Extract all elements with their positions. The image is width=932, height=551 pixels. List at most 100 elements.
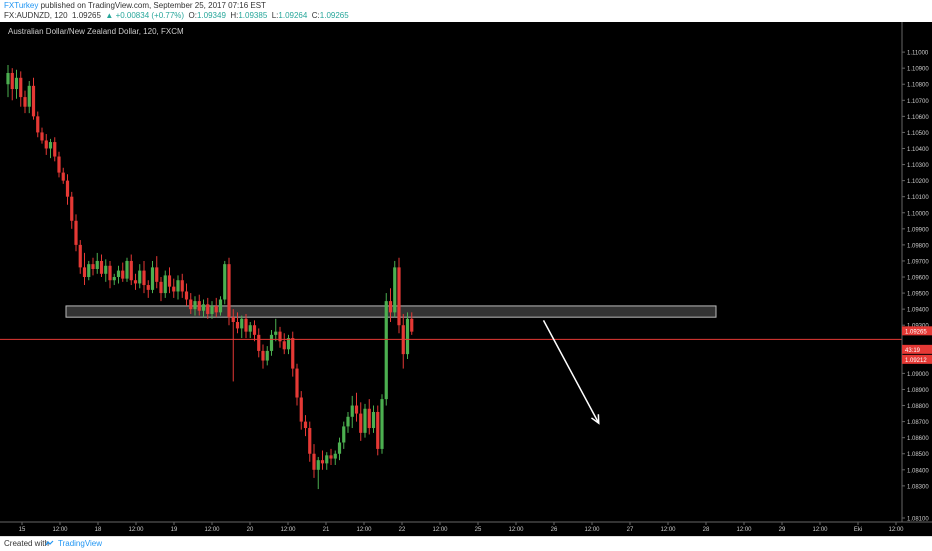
y-tick-label: 1.09900 bbox=[907, 227, 929, 233]
candle-body bbox=[44, 140, 48, 149]
tradingview-logo-icon bbox=[45, 540, 54, 546]
candle-body bbox=[405, 318, 410, 355]
y-tick-label: 1.09800 bbox=[907, 243, 929, 249]
candle-body bbox=[95, 260, 99, 269]
open-label: O: bbox=[188, 11, 197, 20]
x-tick-label: 12:00 bbox=[736, 527, 752, 533]
candle-body bbox=[410, 318, 414, 332]
x-tick-label: 12:00 bbox=[888, 527, 904, 533]
candle-body bbox=[104, 265, 108, 274]
high-label: H: bbox=[230, 11, 239, 20]
x-tick-label: 27 bbox=[627, 527, 634, 533]
symbol-line: FX:AUDNZD, 120 1.09265 ▲ +0.00834 (+0.77… bbox=[4, 11, 349, 20]
x-tick-label: 15 bbox=[19, 527, 26, 533]
candle-body bbox=[31, 85, 36, 117]
candle-body bbox=[6, 72, 10, 85]
candle-body bbox=[112, 277, 116, 281]
y-tick-label: 1.10800 bbox=[907, 83, 929, 89]
candle-body bbox=[265, 350, 269, 361]
y-tick-label: 1.09000 bbox=[907, 372, 929, 378]
candle-body bbox=[240, 318, 244, 329]
candle-body bbox=[206, 304, 210, 314]
low-value: 1.09264 bbox=[278, 11, 308, 20]
projection-arrow-head bbox=[591, 414, 600, 425]
created-with-text: Created with bbox=[4, 539, 49, 548]
candle-body bbox=[184, 291, 189, 300]
candle-body bbox=[10, 72, 14, 90]
candle-body bbox=[82, 267, 87, 278]
candle-body bbox=[142, 270, 146, 286]
candle-body bbox=[27, 85, 31, 107]
x-tick-label: 28 bbox=[703, 527, 710, 533]
countdown-label-box bbox=[902, 344, 932, 354]
candle-body bbox=[261, 350, 265, 361]
candle-body bbox=[163, 275, 167, 294]
x-tick-label: 20 bbox=[247, 527, 254, 533]
candle-body bbox=[223, 264, 227, 300]
x-tick-label: 12:00 bbox=[812, 527, 828, 533]
candle-body bbox=[138, 270, 142, 284]
x-tick-label: 22 bbox=[399, 527, 406, 533]
candle-body bbox=[337, 442, 342, 454]
candle-body bbox=[367, 408, 371, 429]
candle-body bbox=[150, 267, 155, 290]
x-tick-label: 21 bbox=[323, 527, 330, 533]
y-tick-label: 1.09700 bbox=[907, 259, 929, 265]
candle-body bbox=[53, 142, 57, 157]
candle-body bbox=[180, 280, 184, 292]
chart-title: Australian Dollar/New Zealand Dollar, 12… bbox=[8, 27, 184, 36]
x-tick-label: 26 bbox=[551, 527, 558, 533]
candle-body bbox=[346, 416, 350, 427]
candle-body bbox=[291, 338, 295, 369]
y-tick-label: 1.10300 bbox=[907, 163, 929, 169]
candle-body bbox=[320, 460, 325, 464]
candle-body bbox=[371, 411, 376, 429]
x-tick-label: 25 bbox=[475, 527, 482, 533]
candle-body bbox=[218, 299, 223, 313]
author-link[interactable]: FXTurkey bbox=[4, 1, 39, 10]
candle-body bbox=[48, 142, 53, 149]
candle-body bbox=[329, 455, 333, 459]
open-value: 1.09349 bbox=[196, 11, 226, 20]
x-tick-label: 12:00 bbox=[356, 527, 372, 533]
projection-arrow-line bbox=[542, 320, 600, 424]
time-axis[interactable]: 15 12:00 18 12:00 19 12:00 20 12:00 21 12:00 22 12:… bbox=[19, 522, 905, 533]
candle-body bbox=[19, 77, 23, 98]
x-tick-label: 12:00 bbox=[128, 527, 144, 533]
candle-body bbox=[176, 280, 180, 292]
y-tick-label: 1.08800 bbox=[907, 404, 929, 410]
publish-line: FXTurkey published on TradingView.com, S… bbox=[4, 1, 266, 10]
y-tick-label: 1.09400 bbox=[907, 308, 929, 314]
price-axis[interactable]: 1.11000 1.10900 1.10800 1.10700 1.10600 1.105… bbox=[902, 51, 929, 523]
candle-body bbox=[36, 116, 40, 133]
candle-body bbox=[129, 260, 133, 281]
candle-body bbox=[65, 180, 70, 197]
footer: Created with TradingView bbox=[0, 536, 932, 551]
candle-body bbox=[57, 156, 61, 173]
candle-body bbox=[159, 281, 163, 294]
tradingview-brand-link[interactable]: TradingView bbox=[58, 539, 103, 548]
candle-body bbox=[70, 196, 74, 221]
candle-body bbox=[248, 325, 252, 332]
candlestick-chart[interactable]: Australian Dollar/New Zealand Dollar, 12… bbox=[0, 22, 932, 536]
candle-body bbox=[295, 368, 299, 398]
candle-body bbox=[235, 322, 240, 329]
x-tick-label: 12:00 bbox=[432, 527, 448, 533]
candle-body bbox=[78, 244, 82, 268]
candle-body bbox=[99, 260, 104, 274]
last-price: 1.09265 bbox=[72, 11, 101, 20]
candle-body bbox=[189, 299, 193, 310]
x-tick-label: 12:00 bbox=[508, 527, 524, 533]
y-tick-label: 1.10200 bbox=[907, 179, 929, 185]
symbol-label: FX:AUDNZD, 120 bbox=[4, 11, 68, 20]
candle-body bbox=[244, 318, 248, 332]
candle-body bbox=[108, 265, 112, 281]
candle-body bbox=[278, 331, 282, 342]
y-tick-label: 1.10400 bbox=[907, 147, 929, 153]
y-tick-label: 1.09500 bbox=[907, 292, 929, 298]
candle-body bbox=[210, 305, 214, 314]
x-tick-label: 12:00 bbox=[584, 527, 600, 533]
candle-body bbox=[74, 220, 78, 245]
candle-body bbox=[274, 331, 278, 335]
candle-body bbox=[40, 132, 44, 141]
